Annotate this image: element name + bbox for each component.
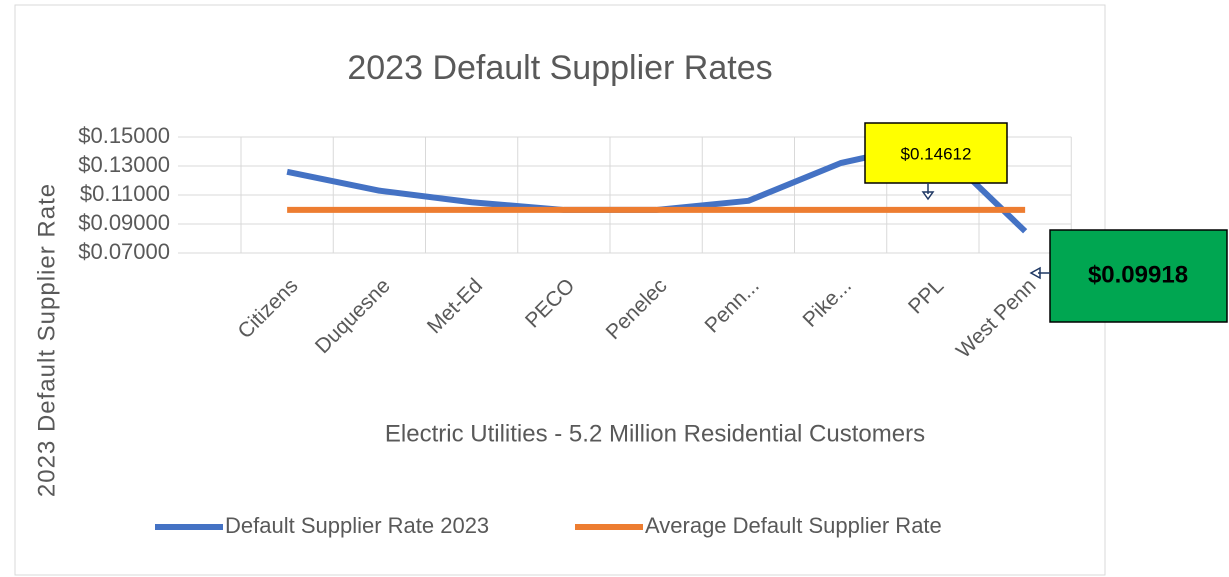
x-axis-title: Electric Utilities - 5.2 Million Residen…: [385, 420, 925, 447]
legend-label: Default Supplier Rate 2023: [225, 513, 489, 538]
y-tick-label: $0.13000: [78, 152, 170, 177]
annotation-text: $0.09918: [1088, 261, 1188, 288]
y-axis-title: 2023 Default Supplier Rate: [33, 183, 60, 497]
annotation-arrow: [921, 183, 935, 201]
annotation-text: $0.14612: [901, 144, 972, 163]
legend-label: Average Default Supplier Rate: [645, 513, 942, 538]
y-tick-label: $0.09000: [78, 210, 170, 235]
y-tick-label: $0.11000: [80, 181, 170, 206]
chart-border: [14, 4, 1106, 576]
annotation-box: [864, 122, 1008, 184]
y-tick-label: $0.15000: [78, 123, 170, 148]
y-tick-label: $0.07000: [78, 239, 170, 264]
chart-title: 2023 Default Supplier Rates: [347, 49, 772, 87]
annotation-arrow: [1029, 266, 1050, 280]
annotation-box: [1049, 229, 1228, 323]
